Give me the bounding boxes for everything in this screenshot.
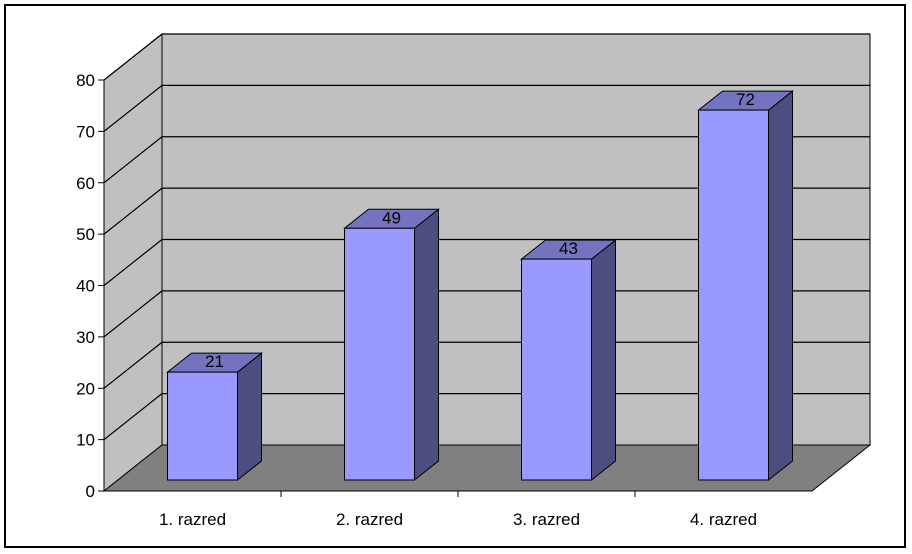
x-tick-label: 4. razred: [690, 510, 757, 529]
bar-1: [166, 352, 263, 482]
gridline: [103, 238, 870, 286]
data-labels: 21 49 43 72: [205, 90, 755, 371]
x-tick-label: 3. razred: [513, 510, 580, 529]
data-label: 43: [559, 239, 578, 258]
bar-side: [414, 208, 439, 482]
bar-side: [591, 239, 616, 482]
bar-2: [343, 208, 440, 482]
y-tick-label: 50: [76, 225, 95, 244]
bar-4: [697, 90, 794, 482]
bar-front: [167, 371, 238, 481]
data-label: 21: [205, 352, 224, 371]
y-tick-label: 40: [76, 277, 95, 296]
bar-3: [520, 239, 617, 482]
y-tick-label: 70: [76, 122, 95, 141]
x-tick-label: 1. razred: [159, 510, 226, 529]
data-label: 72: [736, 90, 755, 109]
y-tick-label: 20: [76, 379, 95, 398]
gridlines: [103, 33, 870, 441]
gridline: [103, 341, 870, 389]
gridline: [103, 393, 870, 441]
bar-side: [237, 352, 262, 482]
y-tick-label: 10: [76, 431, 95, 450]
axes: [98, 79, 812, 497]
bar-front: [698, 109, 769, 481]
bars: [166, 90, 794, 482]
gridline: [103, 290, 870, 338]
bar-front: [344, 227, 415, 481]
y-tick-labels: 0 10 20 30 40 50 60 70 80: [76, 71, 95, 501]
y-tick-label: 60: [76, 174, 95, 193]
x-tick-label: 2. razred: [336, 510, 403, 529]
y-tick-label: 80: [76, 71, 95, 90]
gridline: [103, 187, 870, 235]
x-tick-labels: 1. razred 2. razred 3. razred 4. razred: [159, 510, 757, 529]
gridline: [103, 84, 870, 132]
y-tick-label: 0: [86, 482, 95, 501]
gridline: [103, 136, 870, 184]
y-tick-label: 30: [76, 328, 95, 347]
gridline: [103, 33, 870, 81]
bar-side: [768, 90, 793, 482]
bar-front: [521, 258, 592, 481]
data-label: 49: [382, 208, 401, 227]
